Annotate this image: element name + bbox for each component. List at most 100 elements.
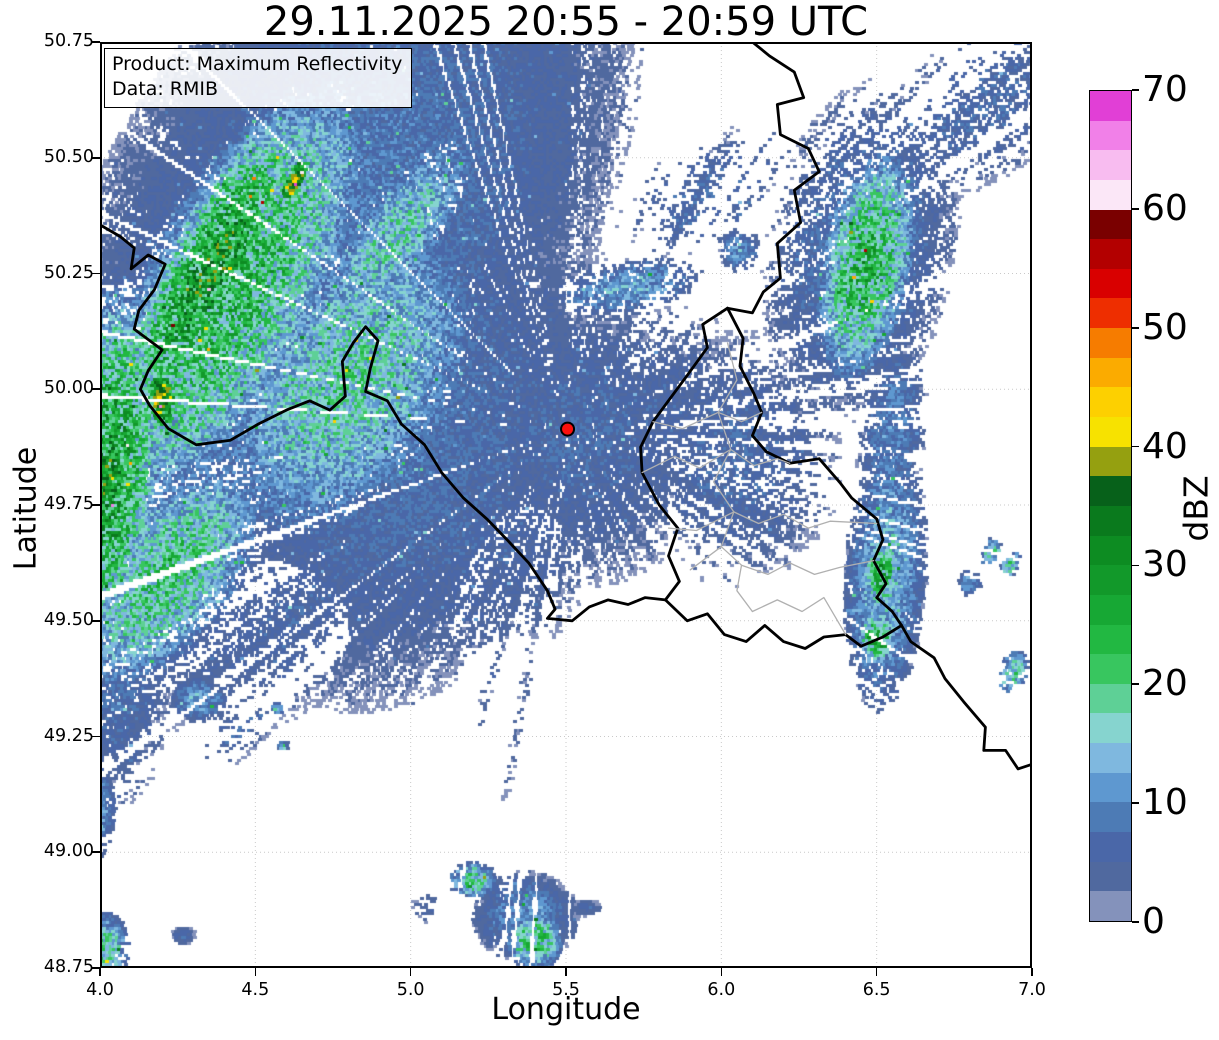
colorbar-label: dBZ [1176,475,1216,542]
colorbar-tick-mark [1132,921,1139,923]
border-line [726,42,821,315]
colorbar-segment [1090,861,1131,892]
colorbar-segment [1090,298,1131,329]
colorbar-tick-mark [1132,564,1139,567]
x-tick-mark [1031,968,1033,976]
colorbar-segment [1090,683,1131,714]
x-tick-label: 4.5 [241,980,270,1000]
y-tick-label: 50.75 [43,31,94,51]
x-tick-label: 7.0 [1018,980,1046,1000]
colorbar-segment [1090,120,1131,151]
y-tick-label: 50.50 [43,146,94,167]
y-tick-mark [92,851,100,854]
y-tick-label: 48.75 [43,957,94,977]
x-tick-label: 4.0 [86,980,114,1000]
y-tick-label: 50.25 [43,262,94,283]
colorbar-segment [1090,268,1131,299]
colorbar-segment [1090,91,1131,121]
y-tick-label: 49.25 [43,725,94,746]
x-tick-label: 5.5 [552,980,580,1000]
colorbar-segment [1090,891,1131,921]
colorbar-segment [1090,417,1131,447]
border-overlay [100,42,1032,771]
y-tick-label: 50.00 [43,378,94,399]
y-tick-label: 49.00 [43,841,94,862]
colorbar-tick-mark [1132,89,1139,91]
product-info-box: Product: Maximum Reflectivity Data: RMIB [104,48,413,108]
radar-echo-layer [100,42,1032,968]
y-tick-label: 49.75 [43,494,94,514]
colorbar-segment [1090,328,1131,358]
y-tick-mark [92,619,100,622]
colorbar-segment [1090,446,1131,477]
y-tick-label: 49.50 [43,609,94,630]
colorbar-segment [1090,802,1131,833]
x-tick-label: 6.5 [862,980,891,1000]
colorbar-tick-mark [1132,326,1139,329]
y-tick-mark [92,156,100,159]
colorbar-tick-mark [1132,208,1139,210]
y-tick-mark [92,41,100,43]
colorbar-segment [1090,387,1131,418]
colorbar-tick-label: 20 [1142,663,1188,705]
colorbar-tick-mark [1132,683,1139,686]
y-tick-mark [92,735,100,738]
border-line [639,306,729,602]
colorbar-segment [1090,150,1131,180]
border-line [726,306,903,627]
border-line [689,546,722,571]
country-borders [100,42,1032,771]
border-line [641,448,791,474]
colorbar-segment [1090,743,1131,773]
region-borders [641,342,878,636]
border-line [712,342,754,613]
border-line [667,511,878,532]
colorbar-tick-mark [1132,445,1139,448]
colorbar-tick-label: 50 [1142,306,1188,348]
y-axis-label: Latitude [8,446,44,571]
x-tick-mark [409,968,412,976]
x-tick-mark [565,968,567,976]
colorbar-segment [1090,594,1131,625]
x-axis-label: Longitude [491,992,641,1027]
radar-site-marker [560,421,576,437]
product-line: Product: Maximum Reflectivity [112,53,403,75]
colorbar-segment [1090,654,1131,684]
plot-title: 29.11.2025 20:55 - 20:59 UTC [263,0,869,45]
x-tick-mark [875,968,878,976]
colorbar-segment [1090,179,1131,210]
colorbar-segment [1090,476,1131,506]
colorbar-tick-label: 70 [1142,69,1188,110]
x-tick-mark [99,968,101,976]
colorbar-segment [1090,832,1131,862]
y-tick-mark [92,504,100,506]
colorbar-segment [1090,624,1131,655]
colorbar-tick-label: 0 [1142,901,1165,942]
border-line [751,596,847,636]
colorbar-tick-label: 60 [1142,187,1188,229]
colorbar-segment [1090,505,1131,536]
x-tick-mark [254,968,257,976]
colorbar-tick-label: 40 [1142,425,1188,467]
border-line [740,559,875,576]
map-plot-area: Product: Maximum Reflectivity Data: RMIB [100,42,1032,968]
colorbar-segment [1090,357,1131,388]
data-source-line: Data: RMIB [112,78,219,100]
colorbar-tick-mark [1132,802,1139,804]
colorbar-segment [1090,535,1131,566]
colorbar-tick-label: 30 [1142,544,1188,586]
colorbar-segment [1090,565,1131,595]
colorbar-segment [1090,209,1131,240]
colorbar [1089,90,1132,922]
border-line [100,223,667,623]
y-tick-mark [92,272,100,275]
colorbar-segment [1090,772,1131,803]
border-line [652,411,763,430]
x-tick-mark [720,968,723,976]
colorbar-segment [1090,713,1131,744]
x-tick-label: 5.0 [396,980,425,1000]
x-tick-label: 6.0 [707,980,736,1000]
y-tick-mark [92,388,100,391]
colorbar-tick-label: 10 [1142,782,1188,824]
